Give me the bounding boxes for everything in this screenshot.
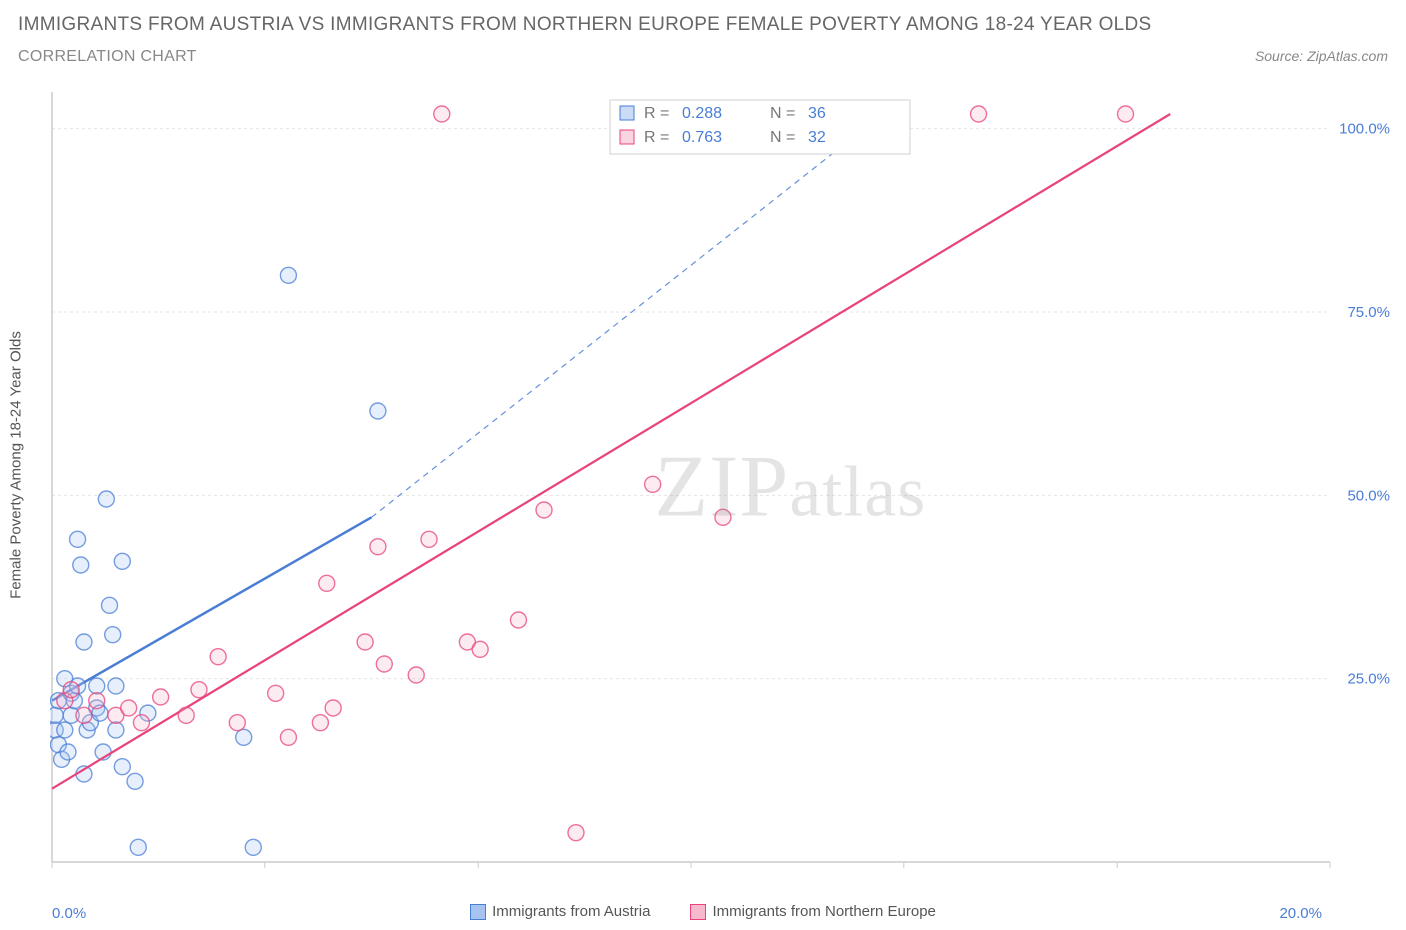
legend-item: Immigrants from Austria bbox=[470, 903, 650, 920]
svg-text:N =: N = bbox=[770, 105, 795, 122]
subtitle-row: CORRELATION CHART Source: ZipAtlas.com bbox=[18, 48, 1388, 66]
legend-label: Immigrants from Northern Europe bbox=[712, 903, 935, 920]
scatter-chart: 25.0% 50.0% 75.0% 100.0% R = 0.288 N = 36 R = 0.7… bbox=[50, 92, 1396, 882]
svg-text:100.0%: 100.0% bbox=[1339, 121, 1390, 138]
chart-title: IMMIGRANTS FROM AUSTRIA VS IMMIGRANTS FR… bbox=[18, 14, 1388, 36]
source-prefix: Source: bbox=[1255, 48, 1307, 64]
svg-text:75.0%: 75.0% bbox=[1347, 304, 1390, 321]
svg-text:0.288: 0.288 bbox=[682, 105, 722, 122]
y-axis-label: Female Poverty Among 18-24 Year Olds bbox=[8, 331, 25, 599]
bottom-legend: Immigrants from Austria Immigrants from N… bbox=[0, 903, 1406, 920]
legend-item: Immigrants from Northern Europe bbox=[690, 903, 935, 920]
chart-svg: 25.0% 50.0% 75.0% 100.0% R = 0.288 N = 36 R = 0.7… bbox=[50, 92, 1400, 874]
svg-text:N =: N = bbox=[770, 129, 795, 146]
legend-swatch bbox=[470, 904, 486, 920]
svg-text:50.0%: 50.0% bbox=[1347, 487, 1390, 504]
legend-label: Immigrants from Austria bbox=[492, 903, 650, 920]
svg-text:0.763: 0.763 bbox=[682, 129, 722, 146]
svg-text:32: 32 bbox=[808, 129, 826, 146]
svg-text:R =: R = bbox=[644, 105, 669, 122]
svg-text:36: 36 bbox=[808, 105, 826, 122]
svg-text:25.0%: 25.0% bbox=[1347, 671, 1390, 688]
chart-subtitle: CORRELATION CHART bbox=[18, 48, 197, 66]
legend-swatch bbox=[690, 904, 706, 920]
source-name: ZipAtlas.com bbox=[1307, 48, 1388, 64]
svg-text:R =: R = bbox=[644, 129, 669, 146]
header: IMMIGRANTS FROM AUSTRIA VS IMMIGRANTS FR… bbox=[0, 0, 1406, 66]
source-attribution: Source: ZipAtlas.com bbox=[1255, 48, 1388, 64]
